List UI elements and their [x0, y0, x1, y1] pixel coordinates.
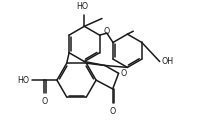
- Text: O: O: [41, 97, 47, 106]
- Text: O: O: [110, 107, 116, 116]
- Text: HO: HO: [17, 76, 30, 85]
- Text: HO: HO: [76, 2, 88, 11]
- Text: O: O: [121, 69, 127, 78]
- Text: O: O: [104, 27, 110, 36]
- Text: OH: OH: [162, 57, 174, 66]
